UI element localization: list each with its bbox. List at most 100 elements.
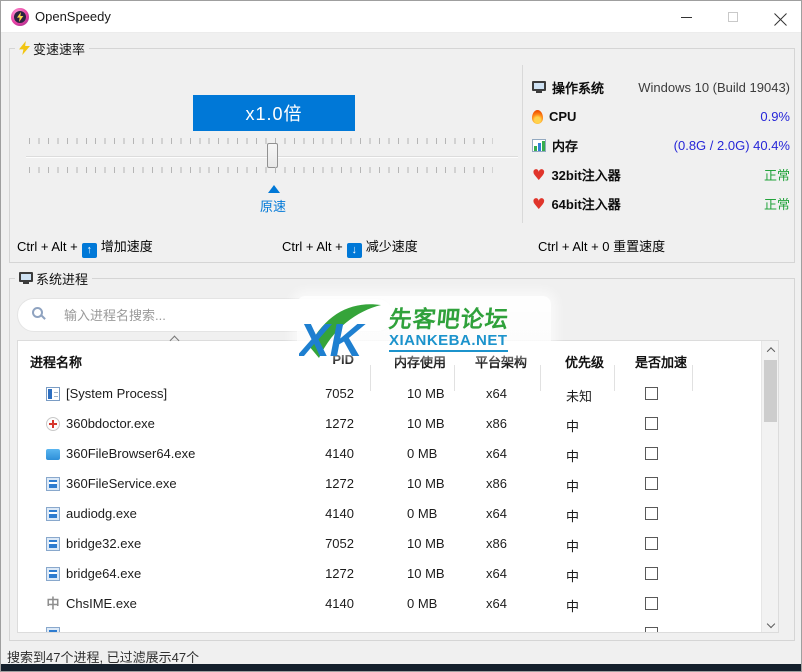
- speed-slider-handle[interactable]: [267, 143, 278, 168]
- window-bottom-edge: [1, 664, 801, 671]
- info-label: 内存: [552, 139, 579, 154]
- speed-groupbox-title: 变速速率: [15, 40, 90, 57]
- watermark-title: 先客吧论坛: [387, 306, 511, 332]
- process-row[interactable]: 360FileService.exe 1272 10 MB x86 中: [18, 469, 762, 499]
- info-label: 操作系统: [552, 81, 605, 96]
- column-header-name[interactable]: 进程名称: [30, 355, 83, 370]
- system-info-row: CPU 0.9%: [532, 102, 790, 131]
- accelerate-checkbox[interactable]: [645, 507, 658, 520]
- titlebar[interactable]: OpenSpeedy: [1, 1, 801, 33]
- process-groupbox: [9, 278, 795, 641]
- accelerate-checkbox[interactable]: [645, 417, 658, 430]
- monitor-icon: [532, 81, 546, 93]
- process-pid: 1272: [325, 416, 354, 431]
- system-info-row: ♥ 32bit注入器 正常: [532, 160, 790, 189]
- accelerate-checkbox[interactable]: [645, 447, 658, 460]
- column-header-accelerate[interactable]: 是否加速: [635, 355, 688, 370]
- window-icon: [46, 627, 60, 632]
- process-memory: 0 MB: [407, 596, 438, 611]
- lightning-icon: [19, 41, 30, 55]
- process-row[interactable]: audiodg.exe 4140 0 MB x64 中: [18, 499, 762, 529]
- system-info-panel: 操作系统 Windows 10 (Build 19043) CPU 0.9% 内存 (0.…: [532, 73, 790, 218]
- process-priority: 中: [566, 599, 580, 614]
- process-row[interactable]: 中 ChsIME.exe 4140 0 MB x64 中: [18, 589, 762, 619]
- process-name: bridge32.exe: [66, 536, 142, 551]
- process-arch: x64: [486, 506, 507, 521]
- process-priority: 中: [566, 449, 580, 464]
- process-row[interactable]: bridge32.exe 7052 10 MB x86 中: [18, 529, 762, 559]
- process-pid: 1272: [325, 476, 354, 491]
- accelerate-checkbox[interactable]: [645, 387, 658, 400]
- system-grid-icon: [46, 387, 60, 401]
- hotkey-decrease-prefix: Ctrl + Alt +: [282, 239, 343, 254]
- process-pid: 7052: [325, 536, 354, 551]
- scroll-down-button[interactable]: [762, 615, 778, 632]
- column-header-priority[interactable]: 优先级: [565, 355, 605, 370]
- slider-ticks-top: [29, 138, 493, 144]
- process-arch: x64: [486, 446, 507, 461]
- maximize-button[interactable]: [709, 1, 755, 33]
- column-divider: [454, 365, 455, 391]
- speed-title-label: 变速速率: [33, 41, 86, 57]
- process-row[interactable]: 360bdoctor.exe 1272 10 MB x86 中: [18, 409, 762, 439]
- heart-icon: ♥: [532, 194, 546, 213]
- computer-icon: [19, 271, 33, 284]
- info-value: 0.9%: [760, 109, 790, 124]
- accelerate-checkbox[interactable]: [645, 627, 658, 632]
- hotkey-decrease-label: 减少速度: [365, 239, 418, 254]
- info-value: (0.8G / 2.0G) 40.4%: [673, 138, 790, 153]
- column-header-arch[interactable]: 平台架构: [475, 355, 528, 370]
- column-header-memory[interactable]: 内存使用: [394, 355, 447, 370]
- window-icon: [46, 537, 60, 551]
- vertical-scrollbar[interactable]: [761, 341, 778, 632]
- process-priority: 未知: [566, 389, 593, 404]
- process-row[interactable]: [System Process] 7052 10 MB x64 未知: [18, 379, 762, 409]
- scroll-up-button[interactable]: [762, 341, 778, 358]
- process-arch: x64: [486, 596, 507, 611]
- info-value: 正常: [763, 197, 790, 212]
- info-value: 正常: [763, 168, 790, 183]
- process-priority: 中: [566, 569, 580, 584]
- process-memory: 10 MB: [407, 476, 445, 491]
- process-priority: 中: [566, 509, 580, 524]
- process-title-label: 系统进程: [36, 271, 89, 287]
- window-title: OpenSpeedy: [35, 9, 111, 24]
- minimize-button[interactable]: [663, 1, 709, 33]
- process-pid: 1272: [325, 566, 354, 581]
- close-button[interactable]: [757, 1, 801, 33]
- accelerate-checkbox[interactable]: [645, 597, 658, 610]
- arrow-up-key-icon: ↑: [81, 243, 97, 258]
- process-row[interactable]: bridge64.exe 1272 10 MB x64 中: [18, 559, 762, 589]
- process-row[interactable]: 360FileBrowser64.exe 4140 0 MB x64 中: [18, 439, 762, 469]
- process-groupbox-title: 系统进程: [15, 270, 93, 287]
- scrollbar-thumb[interactable]: [764, 360, 777, 422]
- watermark-site-link: XIANKEBA.NET: [389, 332, 508, 352]
- xk-logo-icon: XK: [299, 304, 381, 364]
- info-label: 64bit注入器: [551, 197, 621, 212]
- speed-groupbox: [9, 48, 795, 263]
- process-arch: x86: [486, 536, 507, 551]
- process-row[interactable]: [18, 619, 762, 632]
- process-arch: x64: [486, 566, 507, 581]
- chevron-up-icon: [766, 346, 775, 356]
- minimize-icon: [681, 17, 692, 18]
- column-divider: [370, 365, 371, 391]
- speed-rate-button[interactable]: x1.0倍: [193, 95, 355, 131]
- app-logo-icon: [11, 8, 29, 26]
- accelerate-checkbox[interactable]: [645, 567, 658, 580]
- process-memory: 10 MB: [407, 386, 445, 401]
- process-pid: 4140: [325, 506, 354, 521]
- hotkey-reset: Ctrl + Alt + 0 重置速度: [538, 239, 666, 254]
- panel-divider: [522, 65, 523, 223]
- table-body: [System Process] 7052 10 MB x64 未知 360bdoctor…: [18, 379, 762, 632]
- window-icon: [46, 567, 60, 581]
- red-cross-icon: [46, 417, 60, 431]
- process-name: [System Process]: [66, 386, 168, 401]
- column-header-pid[interactable]: PID: [332, 352, 354, 367]
- accelerate-checkbox[interactable]: [645, 477, 658, 490]
- arrow-down-key-icon: ↓: [346, 243, 362, 258]
- accelerate-checkbox[interactable]: [645, 537, 658, 550]
- process-name: 360bdoctor.exe: [66, 416, 155, 431]
- info-value: Windows 10 (Build 19043): [638, 80, 790, 95]
- info-label: 32bit注入器: [551, 168, 621, 183]
